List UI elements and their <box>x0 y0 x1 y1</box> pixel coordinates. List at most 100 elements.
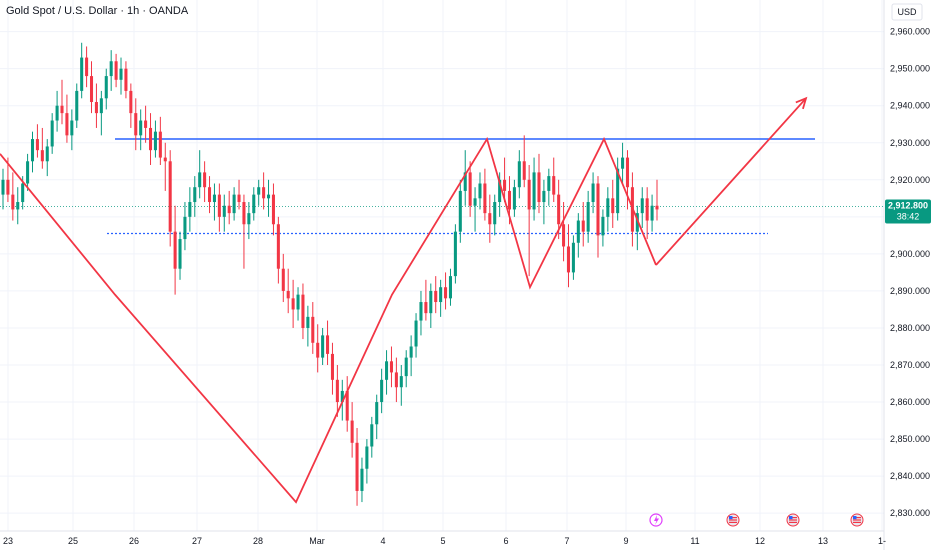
candle[interactable] <box>655 179 659 221</box>
candle[interactable] <box>453 224 457 284</box>
candle[interactable] <box>439 279 443 317</box>
candle[interactable] <box>124 61 128 99</box>
candle[interactable] <box>370 416 374 458</box>
candle[interactable] <box>242 194 246 269</box>
candle[interactable] <box>208 176 212 214</box>
candle[interactable] <box>70 109 74 151</box>
candle[interactable] <box>286 268 290 314</box>
candle[interactable] <box>40 127 44 169</box>
us-flag-event-icon[interactable] <box>786 513 800 527</box>
candle[interactable] <box>429 283 433 328</box>
candle[interactable] <box>114 53 118 88</box>
candle[interactable] <box>463 150 467 206</box>
candle[interactable] <box>355 427 359 506</box>
candle[interactable] <box>50 113 54 154</box>
candle[interactable] <box>247 202 251 240</box>
candle[interactable] <box>517 150 521 199</box>
candle[interactable] <box>85 46 89 88</box>
candle[interactable] <box>144 105 148 143</box>
candle[interactable] <box>60 79 64 125</box>
candle[interactable] <box>193 176 197 217</box>
candle[interactable] <box>468 161 472 217</box>
candle[interactable] <box>65 94 69 143</box>
candle[interactable] <box>503 157 507 203</box>
candle[interactable] <box>335 365 339 417</box>
candle[interactable] <box>522 135 526 188</box>
candle[interactable] <box>183 202 187 251</box>
candle[interactable] <box>252 187 256 221</box>
candle[interactable] <box>301 283 305 340</box>
candle[interactable] <box>414 313 418 358</box>
candle[interactable] <box>547 168 551 206</box>
candle[interactable] <box>552 157 556 203</box>
candle[interactable] <box>576 213 580 258</box>
candle[interactable] <box>473 187 477 232</box>
lightning-event-icon[interactable] <box>649 513 663 527</box>
candle[interactable] <box>158 116 162 165</box>
candle[interactable] <box>163 142 167 191</box>
candle[interactable] <box>16 187 20 225</box>
candle[interactable] <box>537 153 541 214</box>
candle[interactable] <box>276 216 280 284</box>
candle[interactable] <box>601 209 605 247</box>
candle[interactable] <box>389 346 393 388</box>
candle[interactable] <box>109 50 113 91</box>
candle[interactable] <box>635 205 639 251</box>
candle[interactable] <box>267 179 271 217</box>
candle[interactable] <box>399 365 403 406</box>
candle[interactable] <box>419 290 423 336</box>
candle[interactable] <box>375 394 379 440</box>
candle[interactable] <box>232 187 236 221</box>
candle[interactable] <box>380 368 384 414</box>
candle[interactable] <box>360 457 364 503</box>
candle[interactable] <box>217 183 221 232</box>
candle[interactable] <box>424 279 428 321</box>
candle[interactable] <box>119 57 123 95</box>
candle[interactable] <box>488 194 492 243</box>
candle[interactable] <box>330 342 334 395</box>
candle[interactable] <box>104 68 108 110</box>
candle[interactable] <box>257 179 261 206</box>
candle[interactable] <box>291 279 295 328</box>
candle[interactable] <box>35 124 39 158</box>
candle[interactable] <box>448 268 452 306</box>
candle[interactable] <box>11 172 15 221</box>
candle[interactable] <box>542 179 546 225</box>
candle[interactable] <box>444 272 448 310</box>
us-flag-event-icon[interactable] <box>850 513 864 527</box>
candle[interactable] <box>345 376 349 432</box>
candle[interactable] <box>512 179 516 217</box>
candle[interactable] <box>296 287 300 321</box>
candle[interactable] <box>222 194 226 232</box>
candle[interactable] <box>616 157 620 221</box>
candle[interactable] <box>306 305 310 347</box>
candle[interactable] <box>227 190 231 225</box>
candle[interactable] <box>611 179 615 228</box>
us-flag-event-icon[interactable] <box>726 513 740 527</box>
candle[interactable] <box>409 335 413 377</box>
candle[interactable] <box>385 350 389 395</box>
candle[interactable] <box>483 168 487 221</box>
candle[interactable] <box>94 83 98 128</box>
candle[interactable] <box>566 224 571 288</box>
pattern-lines[interactable] <box>0 96 808 504</box>
candle[interactable] <box>45 139 49 177</box>
candle[interactable] <box>458 179 462 243</box>
symbol-title[interactable]: Gold Spot / U.S. Dollar · 1h · OANDA <box>6 5 189 17</box>
candle[interactable] <box>89 61 94 114</box>
currency-box[interactable]: USD <box>891 3 923 21</box>
candle[interactable] <box>532 157 536 221</box>
candle[interactable] <box>139 109 143 151</box>
candle[interactable] <box>311 302 315 354</box>
pattern-trendline[interactable] <box>0 136 657 504</box>
candle[interactable] <box>493 194 497 236</box>
candle[interactable] <box>281 253 285 303</box>
candle[interactable] <box>404 350 408 388</box>
candle[interactable] <box>586 190 590 243</box>
candle[interactable] <box>26 153 30 191</box>
candle[interactable] <box>1 168 5 210</box>
candle[interactable] <box>596 176 600 258</box>
candle[interactable] <box>99 90 103 136</box>
candle[interactable] <box>591 172 595 214</box>
candle[interactable] <box>203 161 207 203</box>
